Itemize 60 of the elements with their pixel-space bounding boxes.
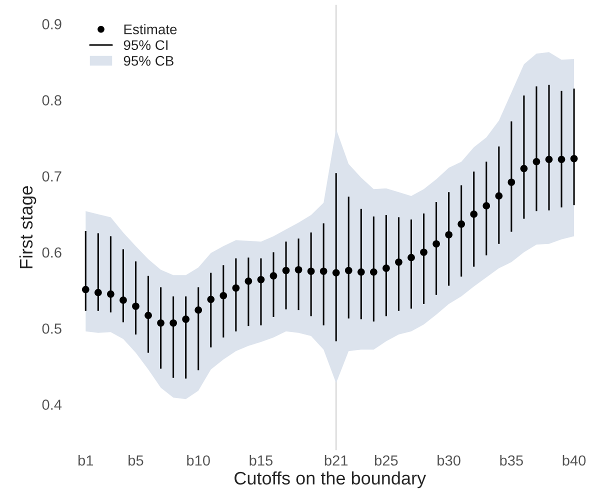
legend-label: Estimate <box>124 24 177 34</box>
point <box>445 231 452 238</box>
point <box>432 240 440 248</box>
point <box>170 319 177 327</box>
point <box>508 178 516 186</box>
point <box>495 192 503 200</box>
point <box>132 302 140 310</box>
annotation: 95% CI <box>124 40 168 50</box>
point <box>282 266 290 274</box>
point <box>482 202 490 210</box>
point <box>207 296 215 304</box>
point <box>420 248 428 256</box>
point <box>458 220 466 228</box>
point <box>408 254 415 262</box>
point <box>107 290 114 298</box>
point <box>294 266 302 274</box>
x-tick-label: b10 <box>187 454 210 466</box>
point <box>332 269 340 276</box>
point <box>520 164 528 172</box>
point <box>157 319 164 327</box>
point <box>370 268 378 276</box>
point <box>307 268 315 275</box>
y-tick-label: 0.4 <box>42 400 62 410</box>
point <box>94 288 102 296</box>
x-tick-label: b35 <box>500 454 523 466</box>
x-tick-label: b15 <box>250 454 273 466</box>
x-tick-label: b25 <box>374 454 398 466</box>
point <box>545 156 553 164</box>
y-tick-label: 0.6 <box>42 247 62 258</box>
point <box>232 284 240 292</box>
point <box>270 272 278 280</box>
point <box>82 286 90 294</box>
x-axis-title: Cutoffs on the boundary <box>234 471 426 488</box>
y-tick-label: 0.9 <box>42 19 62 30</box>
x-tick-label: b30 <box>438 454 460 466</box>
point <box>357 268 365 276</box>
point <box>194 306 202 314</box>
point <box>395 258 402 266</box>
x-tick-label: b21 <box>324 454 348 466</box>
point <box>344 266 352 274</box>
annotation: 95% CB <box>124 56 174 66</box>
point <box>470 210 478 218</box>
y-tick-label: 0.8 <box>42 95 62 106</box>
point <box>120 296 127 304</box>
x-tick-label: b5 <box>128 454 144 466</box>
point <box>570 154 578 162</box>
point <box>558 156 566 164</box>
y-tick-label: 0.7 <box>42 171 62 182</box>
y-axis-title: First stage <box>19 186 36 268</box>
point <box>182 316 190 323</box>
point <box>144 312 152 320</box>
point <box>257 276 265 284</box>
point <box>382 264 390 272</box>
point <box>532 158 540 166</box>
x-tick-label: b40 <box>562 454 586 466</box>
y-tick-label: 0.5 <box>42 323 62 334</box>
x-tick-label: b1 <box>78 454 94 466</box>
point <box>220 292 228 300</box>
point <box>320 268 328 275</box>
point <box>244 277 252 285</box>
